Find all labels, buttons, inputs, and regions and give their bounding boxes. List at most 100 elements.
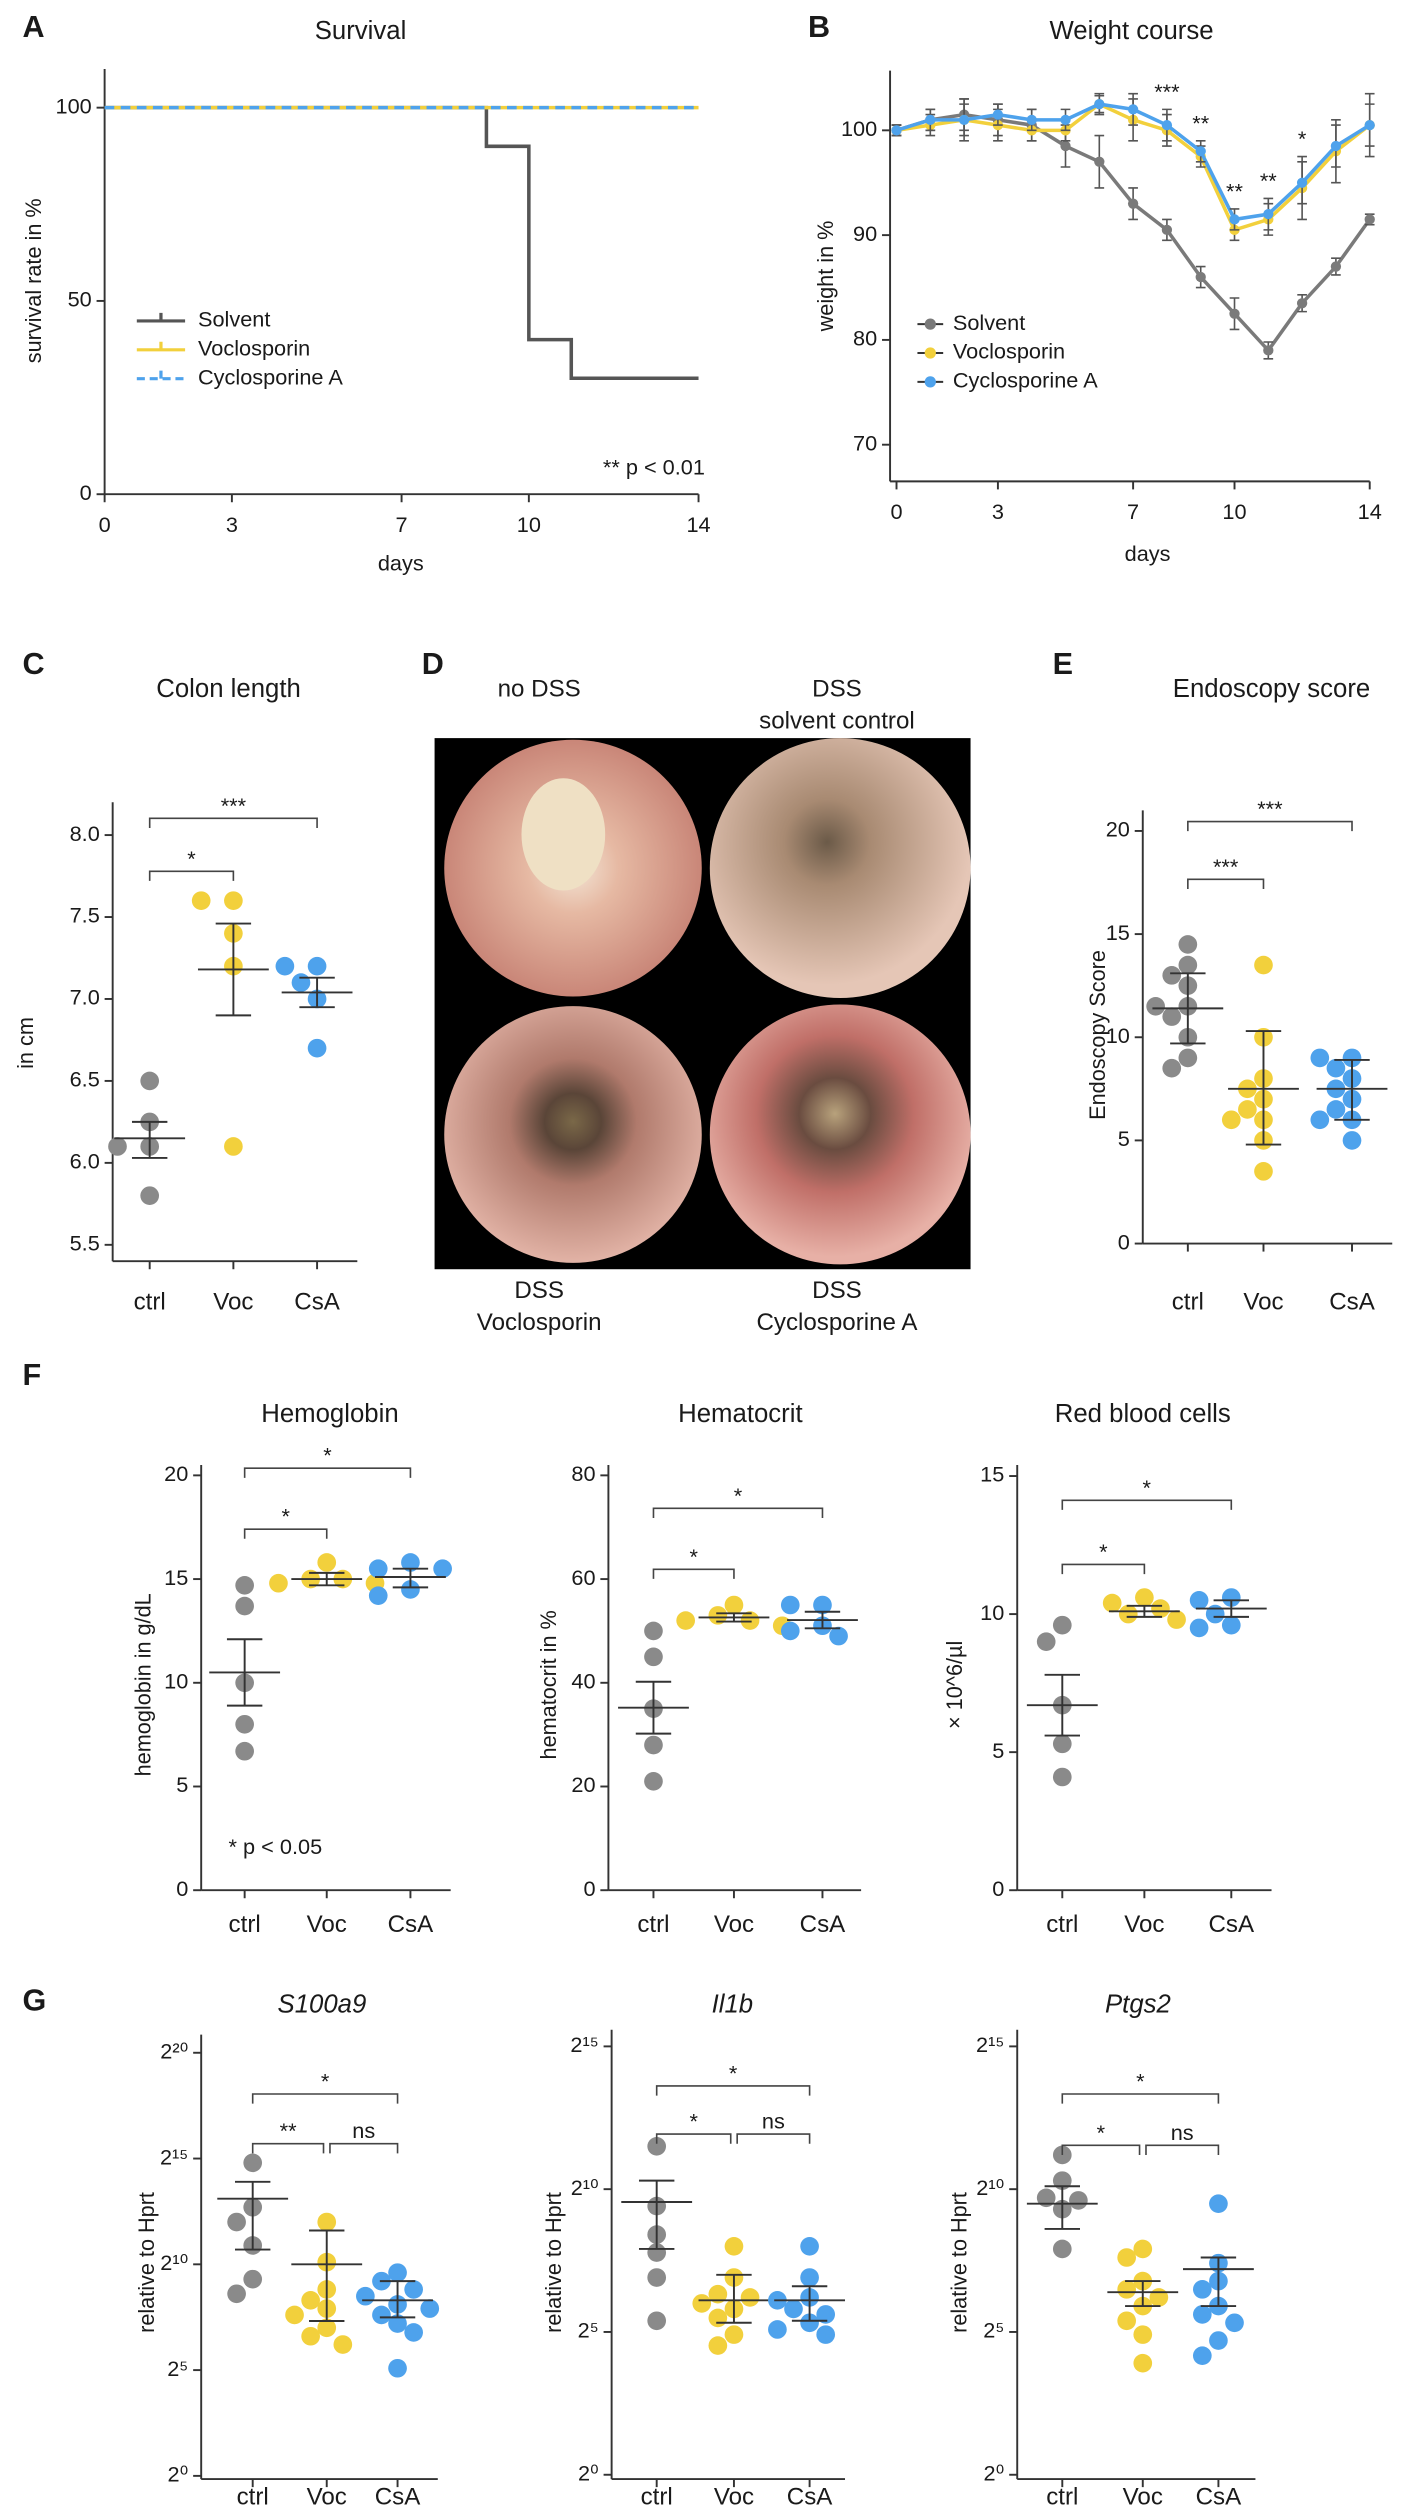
data-point [1192, 2305, 1212, 2324]
data-point [1133, 2325, 1153, 2344]
data-point [1178, 955, 1198, 975]
data-point [224, 1137, 243, 1156]
y-tick-label: 15 [164, 1565, 188, 1590]
error-bar [791, 2285, 828, 2322]
data-point [816, 2325, 836, 2344]
panel-letter: B [808, 10, 830, 44]
y-axis-label: weight in % [813, 221, 838, 333]
data-point [1225, 2313, 1244, 2333]
error-bar [1044, 2185, 1080, 2230]
y-axis-label: Endoscopy Score [1085, 950, 1110, 1120]
data-point [285, 2305, 304, 2325]
error-bar [131, 1120, 168, 1159]
data-point [829, 1626, 848, 1646]
data-point [224, 891, 243, 910]
chart-title: Endoscopy score [1173, 675, 1370, 703]
y-tick-label: 15 [1106, 920, 1130, 945]
y-tick-label: 60 [571, 1565, 595, 1590]
data-point [243, 2153, 263, 2173]
error-bar [1334, 1058, 1370, 1121]
data-point [1151, 1599, 1170, 1618]
x-tick-label: CsA [800, 1911, 847, 1938]
y-tick-label: 2¹⁵ [160, 2144, 188, 2169]
data-point [1178, 935, 1198, 954]
data-point [235, 1575, 254, 1595]
data-point [1118, 1604, 1138, 1624]
data-point [1178, 1048, 1198, 1068]
error-bar [1200, 2256, 1237, 2308]
point [1060, 140, 1071, 152]
point [1127, 198, 1139, 209]
y-tick-label: 100 [841, 116, 877, 141]
data-point [317, 2318, 337, 2338]
point [1364, 214, 1375, 225]
panel-letter: F [23, 1358, 42, 1392]
data-point [708, 2336, 728, 2355]
data-point [780, 1621, 800, 1641]
significance-bracket [1061, 1499, 1233, 1510]
y-tick-label: 20 [1106, 817, 1130, 842]
y-tick-label: 5 [176, 1772, 188, 1797]
data-point [724, 2325, 744, 2344]
y-axis-label: relative to Hprt [541, 2192, 566, 2333]
point [1161, 224, 1173, 236]
x-tick-label: ctrl [229, 1911, 261, 1938]
x-tick-label: 0 [890, 499, 902, 524]
y-tick-label: 2⁰ [984, 2461, 1005, 2486]
data-point [235, 1596, 254, 1616]
data-point [227, 2284, 246, 2304]
point [958, 114, 970, 125]
significance-label: * [689, 1544, 698, 1569]
data-point [140, 1071, 160, 1091]
y-tick-label: 7.5 [70, 903, 100, 928]
data-point [644, 1647, 663, 1667]
data-point [269, 1573, 288, 1593]
data-point [1149, 2288, 1169, 2307]
significance-bracket [652, 1507, 824, 1518]
significance-bracket [652, 1568, 735, 1579]
data-point [1221, 1110, 1241, 1130]
error-bar [309, 2229, 345, 2322]
significance-label: * [187, 846, 196, 871]
y-tick-label: 10 [164, 1669, 188, 1694]
panel-letter: D [422, 647, 444, 681]
data-point [800, 2268, 819, 2287]
y-axis-label: × 10^6/µl [942, 1641, 967, 1729]
point [1263, 345, 1274, 356]
legend-label: Voclosporin [198, 336, 310, 361]
y-tick-label: 80 [853, 326, 877, 351]
data-point [388, 2314, 407, 2333]
data-point [740, 1611, 760, 1630]
legend-marker [924, 318, 936, 330]
y-tick-label: 10 [980, 1600, 1004, 1625]
x-tick-label: 14 [686, 512, 710, 537]
point [891, 125, 902, 136]
image-caption: Cyclosporine A [756, 1309, 918, 1336]
significance-label: *** [221, 793, 247, 818]
y-tick-label: 2⁵ [983, 2318, 1004, 2343]
legend-swatch [136, 370, 186, 381]
y-tick-label: 2¹⁰ [976, 2175, 1004, 2200]
point [1094, 99, 1105, 110]
data-point [1254, 955, 1273, 975]
data-point [368, 1586, 388, 1605]
point [1296, 298, 1308, 309]
chart-title: Colon length [156, 675, 301, 703]
x-tick-label: ctrl [641, 2484, 673, 2511]
significance-label: * [1143, 1475, 1152, 1500]
data-point [1192, 2280, 1212, 2299]
x-tick-label: 3 [226, 512, 238, 537]
data-point [1052, 1615, 1072, 1635]
y-tick-label: 0 [176, 1876, 188, 1901]
significance-bracket [329, 2142, 399, 2154]
x-tick-label: Voc [1124, 1911, 1164, 1938]
legend-swatch [136, 312, 186, 323]
data-point [108, 1137, 127, 1156]
data-point [1326, 1100, 1346, 1119]
annotation: ** p < 0.01 [603, 454, 705, 479]
data-point [1117, 2280, 1137, 2299]
data-point [1221, 1615, 1241, 1635]
annotation: * p < 0.05 [229, 1834, 323, 1859]
